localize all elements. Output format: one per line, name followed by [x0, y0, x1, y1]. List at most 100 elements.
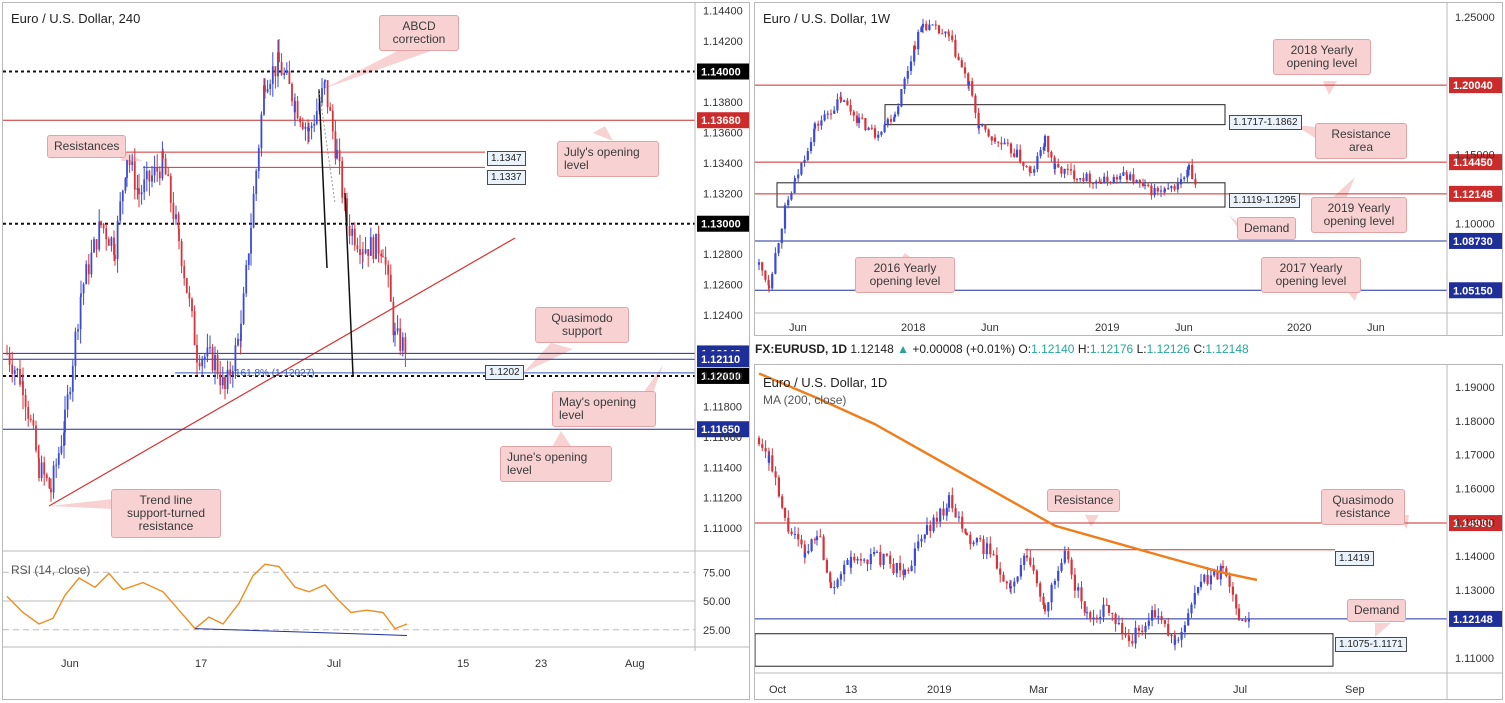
candle-body [1186, 169, 1189, 178]
w1-level-tag: 1.14450 [1453, 157, 1493, 169]
daily-chart-canvas[interactable]: 1.14980 1.12148 1.19000 1.18000 1.17000 1.16… [755, 365, 1503, 700]
candle-body [121, 190, 124, 202]
candle-body [803, 544, 806, 558]
candle-body [951, 495, 954, 509]
h4-chart-panel[interactable]: 1.140001.136801.130001.121481.121101.120… [2, 2, 750, 700]
candle-body [1163, 189, 1167, 192]
candle-body [902, 570, 905, 575]
candle-body [783, 205, 787, 207]
candle-body [761, 444, 764, 448]
candle-body [833, 110, 836, 114]
candle-body [387, 264, 390, 275]
candle-body [294, 101, 296, 113]
candle-body [1159, 190, 1163, 192]
h4-level-tag-bg [697, 367, 749, 384]
candle-body [263, 85, 265, 115]
candle-body [1060, 167, 1063, 174]
note-trend-line: Trend line support-turned resistance [111, 489, 221, 538]
candle-body [893, 117, 896, 122]
weekly-chart-panel[interactable]: 1.20040 1.14450 1.12148 1.08730 1.05150 1.25… [754, 2, 1503, 336]
daily-chart-panel[interactable]: 1.14980 1.12148 1.19000 1.18000 1.17000 1.16… [754, 364, 1503, 700]
candle-body [903, 569, 907, 575]
candle-body [324, 80, 326, 83]
candle-body [214, 354, 216, 371]
candle-body [1053, 164, 1057, 170]
candle-body [1013, 581, 1016, 587]
note-2019-yearly: 2019 Yearly opening level [1311, 197, 1407, 233]
candle-body [180, 241, 183, 267]
candle-body [274, 66, 277, 77]
candle-body [151, 175, 153, 182]
candle-body [60, 445, 63, 454]
candle-body [864, 118, 867, 130]
zone-label-1717-1862: 1.1717-1.1862 [1229, 115, 1302, 130]
candle-body [1112, 176, 1115, 184]
candle-body [1015, 149, 1019, 157]
note-resistances: Resistances [47, 135, 127, 158]
candle-body [1033, 169, 1036, 173]
candle-body [131, 161, 134, 166]
candle-body [947, 31, 950, 35]
quote-high: 1.12176 [1089, 342, 1134, 356]
h4-x-tick: 15 [457, 658, 469, 670]
candle-body [929, 525, 932, 532]
h4-y-tick: 1.11800 [703, 401, 742, 413]
candle-body [797, 533, 800, 540]
candle-body [242, 293, 245, 324]
w1-level-tag-bg [1449, 154, 1502, 171]
candle-body [1213, 571, 1216, 576]
note-julys-opening-level: July's opening level [557, 141, 659, 177]
candle-body [895, 562, 898, 574]
candle-body [40, 462, 43, 479]
candle-body [879, 551, 882, 565]
candle-body [999, 568, 1002, 575]
candle-body [1035, 570, 1038, 584]
candle-body [1203, 574, 1206, 582]
candle-body [793, 181, 796, 194]
candle-body [87, 264, 90, 275]
candle-body [764, 447, 767, 452]
candle-body [859, 558, 862, 561]
candle-body [1029, 557, 1032, 565]
candle-body [1057, 164, 1060, 168]
candle-body [813, 128, 816, 143]
candle-body [787, 517, 790, 532]
zone-label-1337: 1.1337 [487, 170, 526, 185]
candle-body [13, 370, 16, 374]
candle-body [920, 27, 923, 33]
h4-level-tag: 1.12000 [701, 371, 741, 383]
w1-x-tick: 2019 [1095, 322, 1119, 334]
candle-body [79, 296, 82, 330]
qm-note-pointer [523, 343, 573, 373]
candle-body [875, 551, 879, 553]
candle-body [266, 88, 269, 92]
candle-body [1125, 174, 1129, 180]
candle-body [977, 125, 981, 129]
candle-body [1000, 142, 1003, 145]
candle-body [873, 551, 876, 555]
candle-body [172, 202, 175, 220]
candle-body [234, 345, 237, 372]
candle-body [947, 495, 951, 508]
candle-body [993, 137, 997, 142]
h4-trend-line [48, 237, 516, 507]
h4-chart-canvas[interactable]: 1.140001.136801.130001.121481.121101.120… [3, 3, 750, 700]
candle-body [944, 31, 947, 34]
candle-body [906, 70, 909, 79]
candle-body [1036, 156, 1039, 170]
candle-body [989, 543, 992, 555]
candle-body [757, 437, 761, 445]
candle-body [113, 237, 115, 255]
candle-body [1117, 622, 1120, 624]
candle-body [124, 178, 127, 191]
candle-body [308, 127, 310, 132]
candle-body [917, 541, 920, 549]
candle-body [984, 124, 987, 130]
candle-body [873, 128, 877, 138]
candle-body [1005, 581, 1008, 584]
h4-level-tag: 1.13000 [701, 219, 741, 231]
candle-body [823, 114, 826, 121]
candle-body [925, 23, 928, 30]
candle-body [820, 120, 823, 126]
candle-body [1079, 178, 1082, 180]
